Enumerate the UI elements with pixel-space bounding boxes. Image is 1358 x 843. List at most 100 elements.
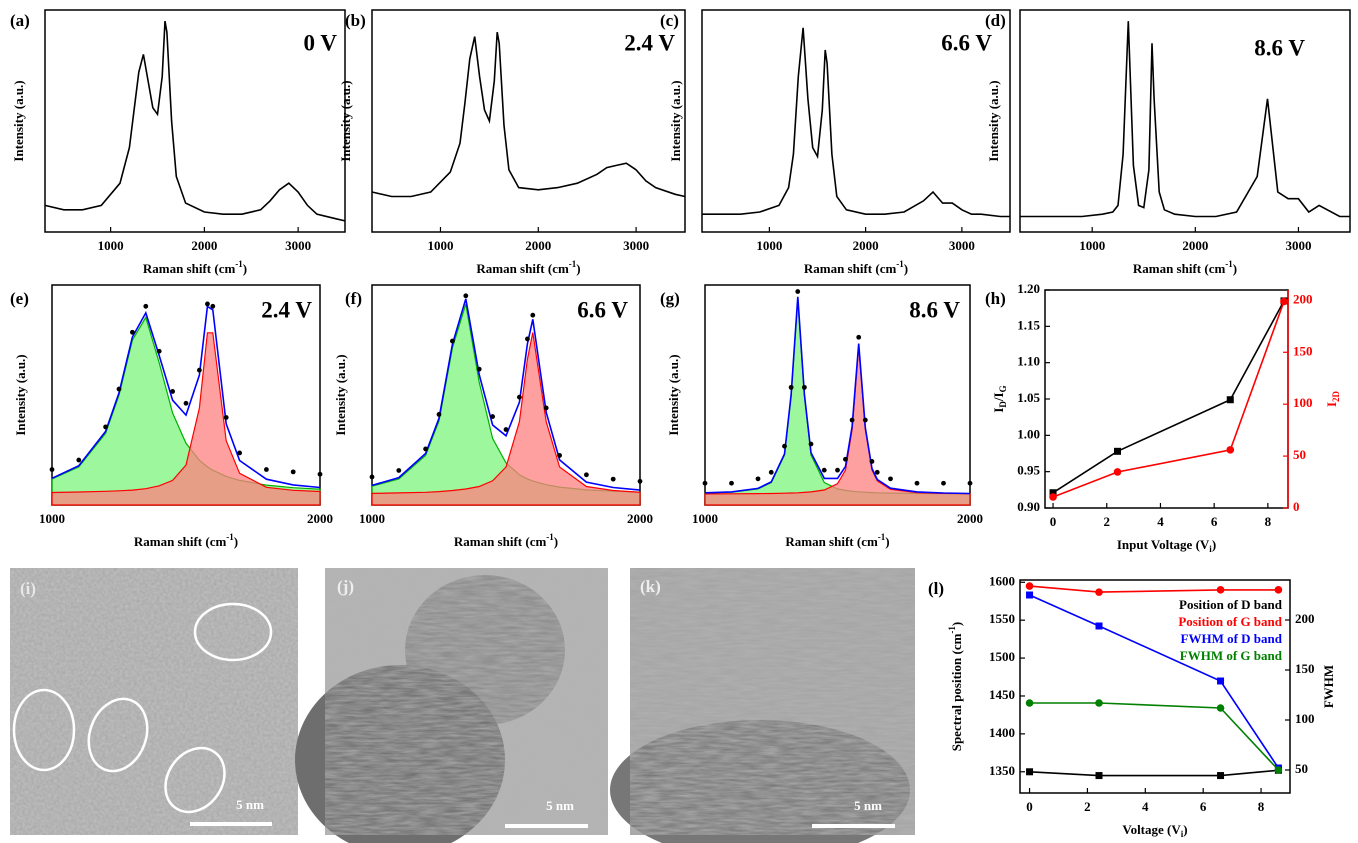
marker — [1274, 586, 1283, 594]
x-tick-label: 2000 — [1182, 238, 1208, 253]
legend-entry: Position of G band — [1178, 614, 1282, 629]
series-line — [51, 305, 321, 489]
y2-axis-label-part: 2D — [1331, 390, 1341, 402]
y-axis-label-part: /I — [991, 392, 1006, 402]
x-axis-label: Raman shift (cm-1) — [1133, 259, 1237, 276]
x-axis-label-part: Input Voltage (V — [1117, 537, 1210, 552]
series-line — [44, 20, 346, 222]
y-axis-label: Intensity (a.u.) — [333, 354, 348, 435]
x-tick-label: 0 — [1026, 799, 1033, 814]
y-tick-label: 1.00 — [1017, 426, 1040, 441]
x-axis-label: Raman shift (cm-1) — [143, 259, 247, 276]
data-point — [869, 459, 875, 464]
x-tick-label: 2 — [1104, 514, 1111, 529]
annotation: 2.4 V — [624, 30, 675, 55]
panel-label: (h) — [985, 289, 1006, 308]
x-tick-label: 0 — [1050, 514, 1057, 529]
y-axis-label: Intensity (a.u.) — [13, 354, 28, 435]
x-axis-label: Raman shift (cm-1) — [454, 532, 558, 549]
marker — [1026, 768, 1034, 776]
x-axis-label-part: ) — [554, 534, 558, 549]
x-axis-label-part: i — [1209, 544, 1212, 554]
data-point — [702, 480, 708, 486]
x-axis-label-part: Raman shift (cm — [1133, 261, 1226, 276]
data-point — [264, 467, 269, 472]
marker — [1113, 468, 1122, 476]
data-point — [768, 469, 774, 475]
y-axis-label-part: I — [991, 408, 1006, 413]
data-point — [490, 414, 495, 419]
fit-area — [371, 332, 641, 506]
x-axis-label-part: -1 — [896, 259, 904, 269]
panel-label: (g) — [660, 289, 680, 308]
marker — [1226, 446, 1235, 454]
y-axis-label: Intensity (a.u.) — [338, 80, 353, 161]
marker — [1049, 489, 1057, 497]
annotation: 2.4 V — [261, 297, 312, 322]
x-tick-label: 4 — [1142, 799, 1149, 814]
x-axis-label-part: -1 — [235, 259, 243, 269]
data-point — [801, 384, 807, 390]
x-axis-label-part: ) — [234, 534, 238, 549]
x-tick-label: 1000 — [359, 511, 385, 526]
y-axis-label-part: Spectral position (cm — [949, 633, 964, 751]
data-point — [530, 312, 536, 318]
x-tick-label: 2000 — [307, 511, 333, 526]
y2-tick-label: 0 — [1293, 499, 1300, 514]
marker — [1095, 588, 1103, 596]
x-axis-label: Raman shift (cm-1) — [134, 532, 238, 549]
tem-image-k: (k) 5 nm — [610, 568, 915, 843]
x-axis-label-part: -1 — [1225, 259, 1233, 269]
x-tick-label: 8 — [1265, 514, 1272, 529]
data-point — [610, 476, 616, 482]
data-point — [525, 336, 530, 342]
marker — [1026, 591, 1034, 599]
data-point — [637, 478, 643, 484]
y2-tick-label: 100 — [1293, 395, 1313, 410]
tem-image-j: (j) 5 nm — [295, 568, 608, 843]
panel-label: (d) — [985, 11, 1006, 30]
series-line — [371, 32, 686, 198]
x-axis-label-part: -1 — [226, 532, 234, 542]
y-axis-label-part: Intensity (a.u.) — [338, 80, 353, 161]
x-tick-label: 1000 — [39, 511, 65, 526]
annotation: 0 V — [304, 30, 338, 55]
y-tick-label: 1500 — [989, 649, 1015, 664]
x-axis-label-part: Raman shift (cm — [143, 261, 236, 276]
series-line — [1052, 300, 1285, 494]
x-tick-label: 1000 — [692, 511, 718, 526]
x-axis-label-part: -1 — [569, 259, 577, 269]
series-line — [1029, 585, 1279, 593]
y-tick-label: 1.15 — [1017, 317, 1040, 332]
x-tick-label: 2000 — [525, 238, 551, 253]
y-axis-label-part: -1 — [947, 626, 957, 634]
x-axis-label: Voltage (Vi) — [1122, 822, 1187, 839]
panel-label: (c) — [660, 11, 679, 30]
y2-tick-label: 50 — [1295, 761, 1308, 776]
y2-tick-label: 50 — [1293, 447, 1306, 462]
x-tick-label: 2000 — [957, 511, 983, 526]
data-point — [808, 441, 814, 447]
data-point — [821, 467, 827, 473]
data-point — [396, 468, 402, 473]
marker — [1226, 396, 1234, 404]
data-point — [436, 412, 442, 417]
data-point — [941, 480, 946, 486]
y2-axis-label-part: FWHM — [1321, 665, 1336, 708]
y-axis-label: ID/IG — [991, 385, 1008, 412]
data-point — [183, 400, 189, 406]
y-tick-label: 1.20 — [1017, 281, 1040, 296]
fit-area — [704, 298, 971, 506]
marker — [1095, 772, 1103, 780]
x-axis-label-part: ) — [1233, 261, 1237, 276]
y-axis-label-part: Intensity (a.u.) — [666, 354, 681, 435]
x-axis-label-part: Voltage (V — [1122, 822, 1181, 837]
x-axis-label-part: -1 — [546, 532, 554, 542]
x-axis-label-part: ) — [1212, 537, 1216, 552]
y-tick-label: 1550 — [989, 611, 1015, 626]
data-point — [369, 474, 375, 480]
x-tick-label: 2000 — [627, 511, 653, 526]
series-line — [1029, 594, 1280, 769]
data-point — [197, 367, 202, 373]
